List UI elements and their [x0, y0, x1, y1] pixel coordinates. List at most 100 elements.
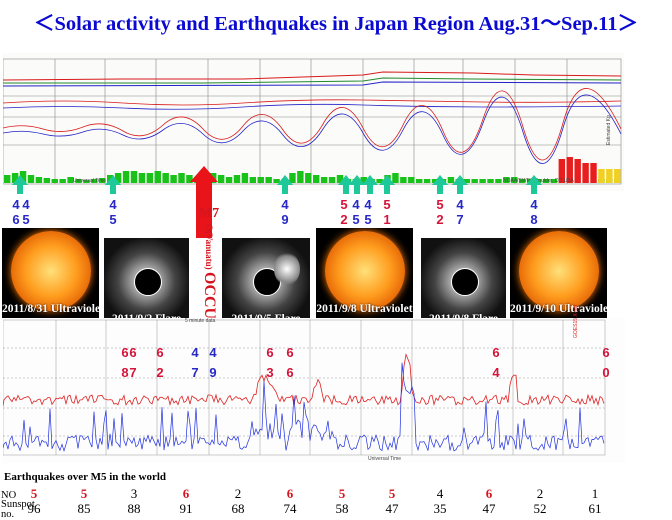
- kp-bar: [503, 177, 510, 183]
- kp-bar: [416, 179, 423, 183]
- earthquake-count: 3: [130, 486, 138, 501]
- kp-bar: [598, 169, 605, 183]
- earthquake-count: 5: [80, 486, 88, 501]
- satellite-environment-panel: Universal Time NOAA/SWPC Boulder, CO USA…: [3, 53, 624, 191]
- minute-data-label: 5 minute data: [185, 318, 216, 324]
- marker-number: 6: [156, 345, 164, 360]
- kp-bar: [368, 179, 375, 183]
- kp-bar: [154, 171, 161, 183]
- kp-bar: [297, 171, 304, 183]
- sunspot-count: 35: [433, 501, 447, 516]
- kp-bar: [170, 175, 177, 183]
- kp-bar: [59, 179, 66, 183]
- kp-axis-label: Estimated Kp: [606, 115, 612, 145]
- kp-bar: [27, 175, 35, 183]
- marker-number: 4: [191, 345, 199, 360]
- kp-bar: [511, 177, 518, 183]
- sunspot-row-label: Sunspot: [1, 499, 35, 510]
- kp-bar: [4, 175, 11, 183]
- kp-bar: [455, 179, 463, 183]
- earthquake-count: 6: [286, 486, 294, 501]
- marker-number: 4: [492, 365, 500, 380]
- kp-bar: [542, 179, 550, 183]
- earthquake-count: 4: [436, 486, 444, 501]
- ultraviolet-image: 2011/8/31 Ultraviolet: [2, 228, 99, 318]
- earthquake-count: 5: [338, 486, 346, 501]
- sun-disk-icon: [518, 231, 599, 311]
- kp-bar: [257, 177, 264, 183]
- lower-universal-time-label: Universal Time: [368, 456, 402, 462]
- marker-number: 4: [209, 345, 217, 360]
- noaa-credit-label: NOAA/SWPC Boulder, CO USA: [503, 178, 574, 184]
- kp-bar: [328, 177, 336, 183]
- kp-bar: [241, 173, 249, 183]
- sunspot-count: 58: [335, 501, 349, 516]
- coronagraph-disk-icon: [133, 268, 162, 296]
- marker-number: 6: [12, 212, 20, 227]
- marker-number: 2: [156, 365, 164, 380]
- sunspot-count: 47: [482, 501, 496, 516]
- sun-disk-icon: [10, 231, 91, 311]
- marker-number: 0: [602, 365, 610, 380]
- kp-bar: [114, 173, 122, 183]
- universal-time-label: Universal Time: [73, 178, 107, 184]
- kp-bar: [225, 177, 233, 183]
- kp-bar: [122, 171, 130, 183]
- earthquake-count: 5: [30, 486, 38, 501]
- kp-bar: [606, 169, 613, 183]
- kp-bar: [130, 171, 138, 183]
- kp-bar: [590, 163, 597, 183]
- marker-number: 8: [530, 212, 538, 227]
- marker-number: 9: [209, 365, 217, 380]
- occur-label: M7 O(Vanuatu) OCCUR: [198, 206, 220, 331]
- marker-number: 7: [191, 365, 199, 380]
- ultraviolet-image: 2011/9/8 Ultraviolet: [316, 228, 413, 318]
- kp-bar: [281, 179, 288, 183]
- flare-image: 2011/9/8 Flare: [421, 238, 506, 328]
- kp-bar: [162, 173, 169, 183]
- kp-bar: [19, 171, 27, 183]
- image-caption: 2011/9/10 Ultraviolet: [510, 303, 607, 315]
- marker-number: 7: [129, 365, 137, 380]
- kp-bar: [574, 159, 581, 183]
- kp-bar: [376, 179, 383, 183]
- kp-bar: [217, 175, 225, 183]
- kp-bar: [146, 173, 154, 183]
- kp-bar: [408, 177, 415, 183]
- marker-number: 4: [456, 197, 464, 212]
- kp-bar: [138, 173, 146, 183]
- kp-bar: [471, 179, 478, 183]
- marker-number: 8: [121, 365, 129, 380]
- marker-number: 6: [266, 345, 274, 360]
- marker-number: 6: [492, 345, 500, 360]
- kp-bar: [202, 177, 209, 183]
- marker-number: 5: [109, 212, 117, 227]
- kp-bar: [43, 178, 51, 183]
- kp-bar: [233, 175, 241, 183]
- sunspot-count: 88: [127, 501, 141, 516]
- kp-bar: [210, 173, 217, 183]
- kp-bar: [352, 179, 360, 183]
- sunspot-count: 85: [77, 501, 91, 516]
- marker-number: 6: [286, 345, 294, 360]
- marker-number: 4: [281, 197, 289, 212]
- earthquake-count: 2: [536, 486, 544, 501]
- image-caption: 2011/8/31 Ultraviolet: [2, 303, 99, 315]
- marker-number: 4: [22, 197, 30, 212]
- kp-bar: [614, 169, 621, 183]
- earthquake-count: 2: [234, 486, 242, 501]
- kp-bar: [550, 179, 558, 183]
- marker-number: 5: [364, 212, 372, 227]
- marker-number: 3: [266, 365, 274, 380]
- ultraviolet-image: 2011/9/10 Ultraviolet: [510, 228, 607, 318]
- kp-bar: [487, 179, 494, 183]
- marker-number: 2: [340, 212, 348, 227]
- satellite-environment-plot: [3, 58, 622, 185]
- kp-bar: [392, 173, 399, 183]
- kp-bar: [431, 179, 439, 183]
- kp-bar: [360, 177, 367, 183]
- marker-number: 7: [456, 212, 464, 227]
- sun-disk-icon: [324, 231, 405, 311]
- kp-bar: [11, 173, 19, 183]
- kp-bar: [35, 177, 43, 183]
